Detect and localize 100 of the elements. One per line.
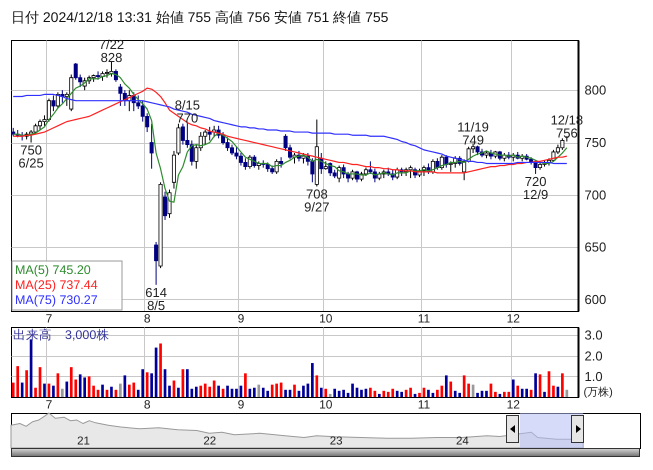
y-tick-label: 650 [584, 240, 606, 255]
bar [136, 390, 140, 397]
bar [12, 382, 15, 397]
bar [190, 388, 194, 397]
bar [110, 386, 113, 397]
bar [525, 388, 528, 397]
x-tick-label: 23 [330, 436, 343, 448]
bar [83, 377, 86, 397]
candlestick [190, 140, 194, 166]
bar [338, 390, 340, 397]
candlestick [46, 98, 51, 122]
bar [88, 376, 90, 397]
bar [150, 373, 153, 397]
candlestick [51, 94, 56, 112]
bar [369, 388, 372, 397]
candlestick [154, 241, 158, 286]
candlestick [243, 158, 248, 170]
bar [396, 390, 399, 397]
bar [78, 374, 82, 397]
text: MA(75) 730.27 [15, 293, 98, 307]
bar [52, 386, 55, 397]
bar [543, 392, 546, 397]
bar [467, 384, 470, 397]
bar [244, 373, 247, 397]
x-tick-label: 12 [506, 398, 520, 412]
bar [520, 388, 524, 397]
bar [490, 384, 492, 397]
bar [462, 375, 466, 397]
candlestick [163, 191, 168, 220]
candlestick [150, 123, 154, 170]
bar [154, 348, 158, 397]
candlestick [74, 62, 78, 80]
bar [266, 390, 270, 397]
candlestick [476, 145, 480, 156]
bar [132, 382, 136, 397]
bar [177, 388, 180, 397]
annotation: 708 9/27 [304, 186, 330, 214]
bar [252, 388, 256, 397]
bar [194, 386, 198, 397]
x-tick-label: 11 [418, 398, 431, 412]
bar [96, 390, 100, 397]
candlestick [208, 126, 212, 141]
candlestick [328, 162, 332, 177]
x-tick-label: 7 [46, 312, 53, 326]
chart-title: 出来高 3,000株 [13, 327, 110, 342]
bar [65, 382, 68, 397]
bar [561, 373, 564, 397]
bar [70, 367, 73, 397]
bar [208, 386, 212, 397]
bar [498, 394, 502, 397]
candlestick [560, 138, 564, 150]
x-tick-label: 12 [506, 312, 520, 326]
bar [199, 386, 202, 397]
text: MA(25) 737.44 [15, 278, 98, 292]
bar [56, 373, 60, 397]
bar [534, 373, 537, 397]
bar [270, 384, 274, 397]
bar [212, 380, 216, 397]
bar [48, 384, 50, 397]
bar [124, 375, 126, 397]
bar [512, 380, 515, 397]
bar [538, 374, 542, 397]
bar [516, 386, 520, 397]
bar [400, 392, 403, 397]
annotation: 7/22 828 [98, 36, 124, 65]
bar [30, 339, 32, 397]
candlestick [230, 144, 234, 156]
bar [320, 388, 323, 397]
bar [391, 388, 394, 397]
x-tick-label: 9 [238, 398, 245, 412]
bar [204, 384, 207, 397]
bar [106, 390, 108, 397]
y-tick-label: 3.0 [584, 328, 603, 343]
bar [502, 392, 506, 397]
bar [275, 384, 278, 397]
y-tick-label: 750 [584, 135, 606, 150]
x-tick-label: 11 [418, 312, 431, 326]
y-tick-label: 700 [584, 187, 606, 202]
x-tick-label: 21 [77, 436, 90, 448]
candlestick [310, 158, 314, 183]
bar [74, 380, 78, 397]
bar [472, 384, 474, 397]
candlestick [279, 156, 284, 168]
annotation: 614 8/5 [145, 284, 167, 313]
bar [25, 370, 28, 397]
y-axis-title: (万株) [584, 386, 613, 398]
bar [427, 390, 430, 397]
bar [454, 390, 457, 397]
y-tick-label: 2.0 [584, 348, 603, 364]
bar [43, 384, 46, 397]
x-tick-label: 10 [319, 312, 333, 326]
bar [141, 369, 144, 397]
bar [458, 392, 462, 397]
y-tick-label: 1.0 [584, 368, 603, 384]
bar [257, 384, 260, 397]
bar [114, 390, 118, 397]
bar [333, 388, 336, 397]
bar [324, 388, 328, 397]
bar [530, 390, 532, 397]
bar [222, 388, 224, 397]
